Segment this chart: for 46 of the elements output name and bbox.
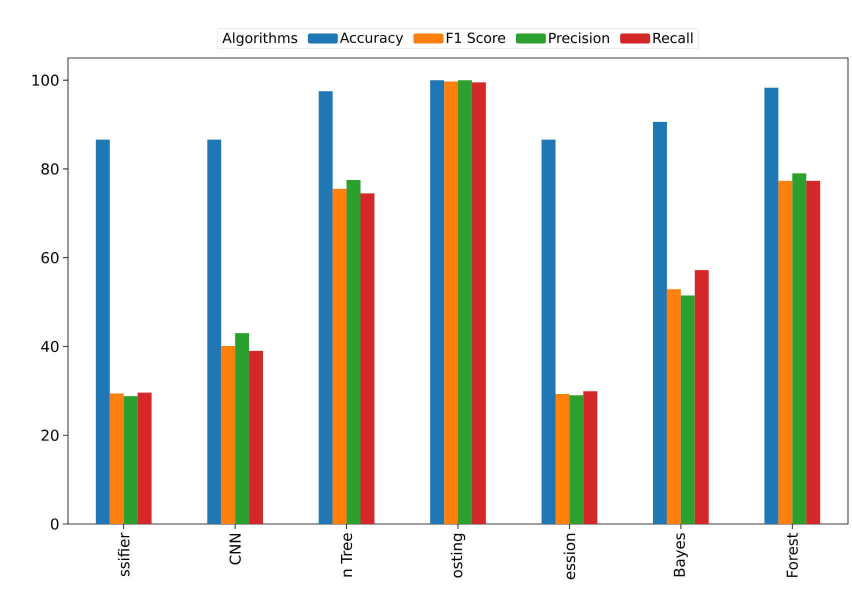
bar xyxy=(235,333,250,524)
bar xyxy=(124,396,138,524)
legend-label: Precision xyxy=(549,32,609,44)
y-tick-label: 40 xyxy=(41,340,58,352)
bar xyxy=(472,82,486,524)
bar xyxy=(96,140,110,524)
bar xyxy=(792,173,806,524)
x-tick-label: CNN xyxy=(229,534,241,564)
y-tick-label: 60 xyxy=(42,252,58,264)
bar xyxy=(694,270,709,524)
legend-label: Recall xyxy=(653,32,692,44)
bar xyxy=(569,395,584,524)
bar xyxy=(444,82,458,524)
x-tick-label: osting xyxy=(450,534,466,578)
y-tick-label: 20 xyxy=(42,430,58,441)
bar xyxy=(653,122,667,524)
bar xyxy=(542,140,556,524)
bar xyxy=(221,346,236,524)
bar xyxy=(764,88,778,524)
legend-title: Algorithms xyxy=(222,32,298,46)
bar xyxy=(666,289,681,524)
y-tick-label: 0 xyxy=(50,518,58,530)
bar xyxy=(360,193,374,524)
x-tick-label: ssifier xyxy=(118,532,130,576)
bar xyxy=(556,394,570,524)
x-tick-label: Forest xyxy=(786,532,798,577)
x-tick-label: Bayes xyxy=(674,533,688,576)
bar xyxy=(583,391,598,524)
x-tick-label: ession xyxy=(564,534,576,580)
x-tick-label: n Tree xyxy=(341,533,352,577)
y-tick-label: 80 xyxy=(41,163,58,175)
bar xyxy=(346,180,360,524)
bar xyxy=(138,392,152,524)
legend-label: F1 Score xyxy=(446,32,506,44)
legend-label: Accuracy xyxy=(340,32,404,46)
bar xyxy=(332,188,347,524)
bar xyxy=(249,350,263,524)
bar xyxy=(458,80,472,524)
bar xyxy=(806,180,820,524)
bar xyxy=(110,394,124,524)
bar xyxy=(318,91,333,524)
bar xyxy=(430,80,444,524)
bar xyxy=(778,180,792,524)
y-tick-label: 100 xyxy=(32,74,58,86)
bar xyxy=(680,295,695,524)
bar xyxy=(207,140,222,524)
